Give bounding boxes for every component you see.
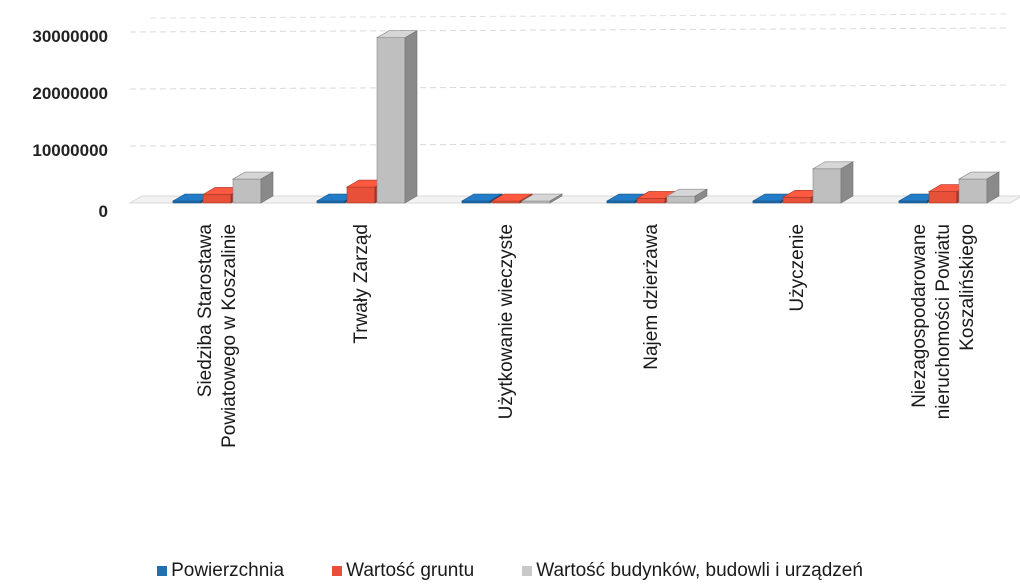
bar-side [840,161,854,204]
x-tick-label: Najem dzierżawa [641,224,662,370]
bar [231,171,275,204]
y-tick-label: 0 [99,202,108,221]
bar-front [636,198,666,204]
bar-side [694,188,708,204]
bar-front [928,191,958,204]
legend-label-wartosc-budynkow: Wartość budynków, budowli i urządzeń [536,560,863,581]
chart-canvas: 0 10000000 20000000 30000000 Siedziba Staro… [32,13,1020,448]
bar [957,171,1001,204]
x-tick-label: Użyczenie [787,224,808,312]
bar-front [376,37,406,204]
legend-swatch-powierzchnia [157,566,168,576]
legend-item-wartosc-budynkow: Wartość budynków, budowli i urządzeń [522,558,863,584]
y-tick-label: 30000000 [32,27,108,46]
bar-side [260,171,274,204]
bar-front [346,186,376,204]
bar [520,193,564,204]
x-tick-label: Powiatowego w Koszalinie [219,224,240,448]
legend: Powierzchnia Wartość gruntu Wartość budy… [0,558,1020,584]
bar-front [202,194,232,204]
gridline [149,13,1011,19]
legend-label-wartosc-gruntu: Wartość gruntu [346,560,475,581]
y-tick-label: 10000000 [32,141,108,160]
legend-label-powierzchnia: Powierzchnia [171,560,285,581]
bar-side [986,171,1000,204]
gridline [129,141,1011,147]
gridline [129,27,1011,33]
y-tick-label: 20000000 [32,84,108,103]
gridline [129,84,1011,90]
x-axis-labels: Siedziba Starostawa Powiatowego w Koszali… [195,224,978,448]
bar [375,30,419,204]
bar-front [666,195,696,204]
bar-front [958,178,988,204]
bar [811,161,855,204]
bar-front [232,178,262,204]
bar-front [812,168,842,204]
legend-item-powierzchnia: Powierzchnia [157,558,284,584]
legend-swatch-wartosc-budynkow [522,566,533,576]
x-tick-label: Trwały Zarząd [351,224,372,344]
bar [665,188,709,204]
x-tick-label: Niezagospodarowane [909,224,930,408]
x-tick-label: Koszalińskiego [957,224,978,351]
y-axis-ticks: 0 10000000 20000000 30000000 [32,27,108,221]
bar-front [782,197,812,204]
bar-side [404,30,418,204]
bars [171,30,1001,204]
legend-item-wartosc-gruntu: Wartość gruntu [332,558,474,584]
bar-side [549,193,563,204]
x-tick-label: nieruchomości Powiatu [933,224,954,419]
legend-swatch-wartosc-gruntu [332,566,343,576]
x-tick-label: Siedziba Starostawa [195,224,216,398]
x-tick-label: Użytkowanie wieczyste [496,224,517,419]
